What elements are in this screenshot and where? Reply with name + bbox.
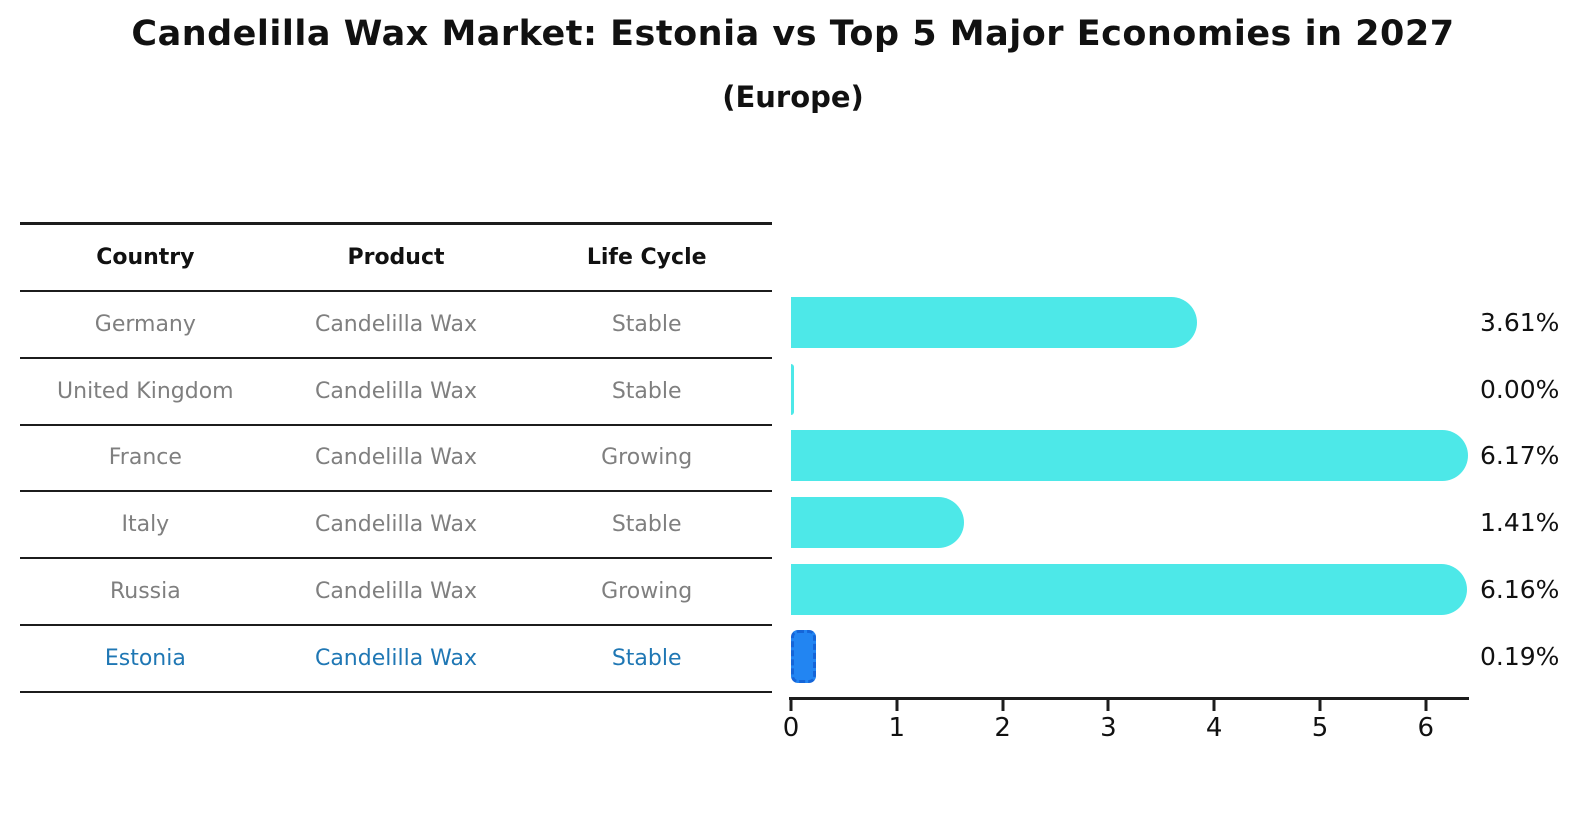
cell-life-cycle: Growing bbox=[601, 579, 693, 605]
bar-row-france bbox=[791, 423, 1468, 490]
cell-life-cycle: Stable bbox=[611, 311, 682, 337]
value-label-germany: 3.61% bbox=[1480, 307, 1560, 337]
x-axis-tick bbox=[1001, 700, 1005, 711]
bar bbox=[791, 564, 1467, 616]
cell-country: France bbox=[108, 445, 182, 471]
value-labels-column: 3.61% 0.00% 6.17% 1.41% 6.16% 0.19% bbox=[1480, 289, 1586, 690]
table-row-italy: Italy Candelilla Wax Stable bbox=[20, 492, 772, 560]
bar bbox=[791, 363, 794, 415]
table-row-estonia: Estonia Candelilla Wax Stable bbox=[20, 626, 772, 693]
table-row-russia: Russia Candelilla Wax Growing bbox=[20, 559, 772, 626]
x-axis-tick-label: 2 bbox=[994, 713, 1011, 743]
bar bbox=[791, 629, 817, 683]
cell-product: Candelilla Wax bbox=[314, 579, 478, 605]
table-row-germany: Germany Candelilla Wax Stable bbox=[20, 292, 772, 359]
column-header-life-cycle: Life Cycle bbox=[586, 245, 707, 270]
country-table: Country Product Life Cycle Germany Cande… bbox=[20, 222, 772, 693]
x-axis-tick-label: 4 bbox=[1205, 713, 1223, 743]
table-row-france: France Candelilla Wax Growing bbox=[20, 426, 772, 493]
bar-row-italy bbox=[791, 489, 1468, 556]
cell-life-cycle: Growing bbox=[601, 445, 693, 471]
cell-life-cycle: Stable bbox=[611, 378, 682, 404]
bar bbox=[791, 497, 965, 549]
bar-row-estonia bbox=[791, 623, 1468, 690]
x-axis-tick bbox=[789, 700, 793, 711]
cell-country: Estonia bbox=[104, 645, 186, 671]
cell-product: Candelilla Wax bbox=[314, 311, 478, 337]
column-header-product: Product bbox=[347, 245, 445, 270]
cell-country: Italy bbox=[121, 512, 170, 538]
bar bbox=[791, 296, 1197, 348]
value-label-russia: 6.16% bbox=[1480, 575, 1560, 605]
bar-row-russia bbox=[791, 556, 1468, 623]
x-axis: 0 1 2 3 4 5 6 bbox=[783, 697, 1469, 743]
x-axis-tick-label: 1 bbox=[888, 713, 906, 743]
x-axis-tick bbox=[895, 700, 899, 711]
value-label-france: 6.17% bbox=[1480, 441, 1560, 471]
column-header-country: Country bbox=[96, 245, 195, 270]
x-axis-tick-label: 3 bbox=[1100, 713, 1117, 743]
x-axis-tick-label: 5 bbox=[1311, 713, 1329, 743]
x-axis-tick bbox=[1106, 700, 1110, 711]
x-axis-tick-label: 0 bbox=[782, 713, 800, 743]
bar-row-germany bbox=[791, 289, 1468, 356]
x-axis-tick bbox=[1318, 700, 1322, 711]
cell-product: Candelilla Wax bbox=[314, 512, 478, 538]
bar bbox=[791, 430, 1468, 482]
cell-life-cycle: Stable bbox=[611, 512, 682, 538]
table-header-row: Country Product Life Cycle bbox=[20, 225, 772, 292]
value-label-italy: 1.41% bbox=[1480, 508, 1560, 538]
cell-country: Russia bbox=[109, 579, 181, 605]
cell-country: United Kingdom bbox=[57, 378, 234, 404]
cell-product: Candelilla Wax bbox=[314, 445, 478, 471]
x-axis-tick bbox=[1212, 700, 1216, 711]
bar-row-united-kingdom bbox=[791, 356, 1468, 423]
chart-title: Candelilla Wax Market: Estonia vs Top 5 … bbox=[131, 14, 1455, 54]
table-row-united-kingdom: United Kingdom Candelilla Wax Stable bbox=[20, 359, 772, 426]
chart-subtitle: (Europe) bbox=[722, 80, 864, 114]
value-label-estonia: 0.19% bbox=[1480, 641, 1560, 671]
cell-product: Candelilla Wax bbox=[314, 645, 478, 671]
x-axis-tick-label: 6 bbox=[1417, 713, 1435, 743]
cell-country: Germany bbox=[94, 311, 196, 337]
cell-product: Candelilla Wax bbox=[314, 378, 478, 404]
cell-life-cycle: Stable bbox=[611, 645, 682, 671]
bar-plot-area bbox=[791, 289, 1468, 690]
value-label-united-kingdom: 0.00% bbox=[1480, 374, 1560, 404]
x-axis-tick bbox=[1424, 700, 1428, 711]
